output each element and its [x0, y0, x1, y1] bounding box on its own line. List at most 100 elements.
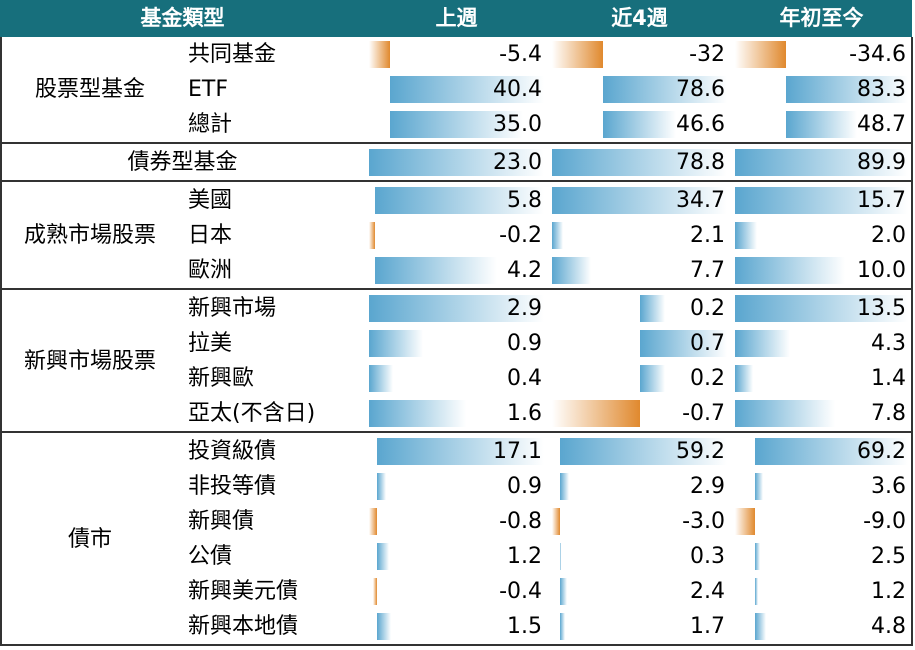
- value-cell: -0.4: [499, 579, 542, 604]
- row-label: 共同基金: [188, 42, 277, 67]
- group-label: 債市: [67, 526, 112, 552]
- row-label: ETF: [188, 77, 228, 102]
- data-bar: [369, 365, 394, 392]
- value-cell: 1.2: [507, 544, 542, 569]
- data-bar: [560, 613, 566, 640]
- value-cell: 2.9: [690, 474, 725, 499]
- data-bar: [735, 400, 835, 427]
- value-cell: 7.7: [690, 258, 725, 283]
- row-label: 總計: [188, 112, 233, 137]
- data-bar: [785, 111, 858, 138]
- data-bar: [602, 111, 677, 138]
- value-cell: 69.2: [857, 439, 906, 464]
- value-cell: 1.2: [871, 579, 906, 604]
- data-bar: [374, 257, 498, 284]
- data-bar: [735, 295, 908, 322]
- group-label: 股票型基金: [34, 77, 145, 102]
- data-bar: [754, 438, 908, 465]
- value-cell: -0.8: [499, 509, 542, 534]
- value-cell: 2.5: [871, 544, 906, 569]
- row-label: 公債: [188, 544, 233, 569]
- data-bar: [376, 473, 386, 500]
- value-cell: 4.3: [871, 331, 906, 356]
- value-cell: 46.6: [676, 112, 725, 137]
- data-bar: [735, 508, 755, 535]
- value-cell: 4.8: [871, 614, 906, 639]
- row-label: 非投等債: [188, 474, 277, 499]
- data-bar: [374, 187, 544, 214]
- data-bar: [602, 76, 727, 103]
- data-bar: [372, 578, 377, 605]
- value-cell: 0.3: [690, 544, 725, 569]
- data-bar: [560, 578, 568, 605]
- data-bar: [560, 473, 569, 500]
- group-label: 新興市場股票: [23, 348, 156, 374]
- value-cell: 2.4: [690, 579, 725, 604]
- data-bar: [552, 508, 561, 535]
- data-bar: [552, 400, 640, 427]
- data-bar: [639, 295, 665, 322]
- value-cell: 10.0: [857, 258, 906, 283]
- section-border: [0, 288, 913, 290]
- value-cell: 78.8: [676, 150, 725, 175]
- data-bar: [552, 149, 727, 176]
- frame: [911, 37, 913, 646]
- value-cell: 89.9: [857, 150, 906, 175]
- frame: [0, 37, 2, 646]
- data-bar: [369, 149, 544, 176]
- value-cell: 0.9: [507, 474, 542, 499]
- data-bar: [552, 257, 591, 284]
- value-cell: 78.6: [676, 77, 725, 102]
- value-cell: 34.7: [676, 188, 725, 213]
- value-cell: 1.6: [507, 401, 542, 426]
- row-label: 歐洲: [188, 258, 233, 283]
- data-bar: [735, 187, 908, 214]
- data-bar: [369, 400, 466, 427]
- value-cell: 4.2: [507, 258, 542, 283]
- data-bar: [552, 187, 727, 214]
- value-cell: 0.4: [507, 366, 542, 391]
- row-label: 新興債: [188, 509, 255, 534]
- value-cell: 15.7: [857, 188, 906, 213]
- data-bar: [369, 41, 390, 68]
- row-label: 亞太(不含日): [188, 401, 316, 426]
- data-bar: [560, 543, 562, 570]
- data-bar: [735, 149, 908, 176]
- value-cell: -9.0: [863, 509, 906, 534]
- value-cell: 2.0: [871, 223, 906, 248]
- value-cell: 5.8: [507, 188, 542, 213]
- data-bar: [369, 330, 424, 357]
- data-bar: [552, 222, 563, 249]
- row-label: 新興市場: [188, 296, 277, 321]
- data-bar: [369, 222, 375, 249]
- value-cell: -5.4: [499, 42, 542, 67]
- data-bar: [735, 257, 846, 284]
- value-cell: 1.7: [690, 614, 725, 639]
- value-cell: -0.7: [682, 401, 725, 426]
- group-label: 成熟市場股票: [23, 223, 156, 248]
- data-bar: [639, 365, 665, 392]
- value-cell: 3.6: [871, 474, 906, 499]
- data-bar: [735, 222, 758, 249]
- data-bar: [785, 76, 908, 103]
- section-border: [0, 431, 913, 433]
- data-bar: [735, 41, 786, 68]
- data-bar: [369, 295, 544, 322]
- data-bar: [369, 508, 377, 535]
- data-bar: [376, 543, 389, 570]
- value-cell: 83.3: [857, 77, 906, 102]
- value-cell: -3.0: [682, 509, 725, 534]
- value-cell: 13.5: [857, 296, 906, 321]
- row-label: 拉美: [188, 331, 233, 356]
- section-border: [0, 142, 913, 144]
- data-bar: [376, 613, 392, 640]
- data-bar: [389, 111, 524, 138]
- value-cell: 7.8: [871, 401, 906, 426]
- group-label: 債券型基金: [127, 150, 238, 175]
- data-bar: [754, 613, 766, 640]
- data-bar: [376, 438, 544, 465]
- row-label: 投資級債: [188, 439, 277, 464]
- data-bar: [754, 473, 763, 500]
- value-cell: 2.9: [507, 296, 542, 321]
